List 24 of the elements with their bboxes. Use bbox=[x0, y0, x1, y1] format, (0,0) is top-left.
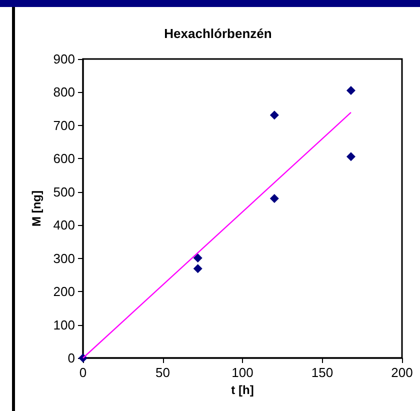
x-axis-title: t [h] bbox=[231, 382, 254, 397]
y-tick-label: 900 bbox=[53, 52, 75, 66]
point bbox=[193, 254, 202, 262]
point bbox=[193, 264, 202, 274]
x-tick-label: 150 bbox=[311, 365, 334, 380]
y-tick-label: 0 bbox=[68, 350, 75, 366]
y-tick-label: 300 bbox=[53, 250, 75, 266]
x-tick-label: 0 bbox=[79, 365, 87, 380]
y-tick-label: 800 bbox=[53, 84, 75, 100]
y-tick-label: 500 bbox=[53, 184, 75, 200]
chart-title: Hexachlórbenzén bbox=[164, 26, 272, 41]
x-tick-label: 200 bbox=[391, 365, 413, 380]
x-tick-label: 100 bbox=[232, 365, 254, 380]
point bbox=[346, 86, 356, 96]
x-tick-label: 50 bbox=[156, 365, 170, 380]
y-tick-label: 600 bbox=[53, 151, 75, 166]
y-tick-label: 200 bbox=[53, 284, 75, 300]
point bbox=[270, 110, 279, 120]
y-axis-title: M [ng] bbox=[29, 190, 44, 226]
point bbox=[346, 152, 356, 162]
point bbox=[270, 194, 279, 204]
y-tick-label: 100 bbox=[53, 317, 75, 332]
y-tick-label: 700 bbox=[53, 118, 75, 133]
y-tick-label: 400 bbox=[53, 218, 75, 233]
